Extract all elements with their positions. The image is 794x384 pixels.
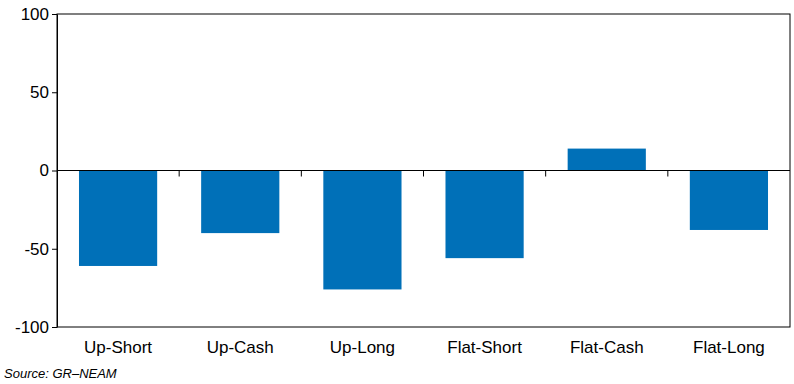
category-separator [545, 171, 546, 177]
y-axis: -100 -50 0 50 100 [15, 5, 58, 337]
bars [79, 149, 768, 290]
y-tick-mark [52, 249, 57, 250]
x-tick-label: Flat-Cash [570, 338, 644, 357]
y-tick: -100 [15, 318, 57, 337]
y-tick-label: 100 [21, 5, 49, 24]
x-labels: Up-Short Up-Cash Up-Long Flat-Short Flat-Cas… [84, 338, 765, 357]
category-separator [423, 171, 424, 177]
y-tick-mark [52, 171, 57, 172]
bar [79, 171, 157, 266]
y-tick-label: 0 [40, 161, 49, 180]
y-tick: 50 [30, 83, 57, 102]
bar [568, 149, 646, 171]
y-tick-mark [52, 327, 57, 328]
y-tick: -50 [24, 240, 57, 259]
bar [690, 171, 768, 230]
y-tick-label: 50 [30, 83, 49, 102]
x-tick-label: Up-Cash [207, 338, 274, 357]
x-tick-label: Flat-Short [447, 338, 522, 357]
category-separator [667, 171, 668, 177]
baseline [57, 171, 790, 177]
category-separator [301, 171, 302, 177]
source: Source: GR–NEAM [4, 366, 117, 381]
y-tick: 100 [21, 5, 57, 24]
y-tick: 0 [40, 161, 57, 180]
x-tick-label: Up-Long [330, 338, 395, 357]
y-tick-mark [52, 92, 57, 93]
x-tick-label: Flat-Long [693, 338, 765, 357]
bar [445, 171, 523, 259]
plot-frame [57, 14, 790, 327]
y-tick-label: -100 [15, 318, 49, 337]
y-axis-line [57, 15, 58, 328]
chart: -100 -50 0 50 100 Up-Short Up-Cash Up-Long Flat-… [0, 0, 794, 384]
category-separator [179, 171, 180, 177]
bar [201, 171, 279, 234]
y-tick-label: -50 [24, 240, 49, 259]
y-tick-mark [52, 14, 57, 15]
x-tick-label: Up-Short [84, 338, 152, 357]
bar [323, 171, 401, 290]
